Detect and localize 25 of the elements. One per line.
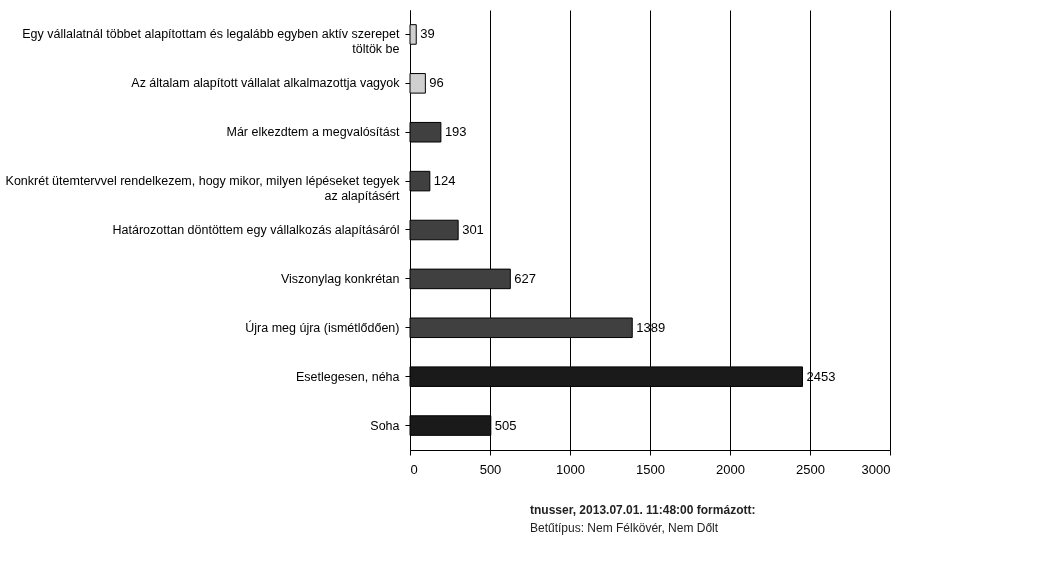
x-tick-label: 1000 xyxy=(556,461,585,477)
y-tick-label: Egy vállalatnál többet alapítottam és legalább egyben aktív szerepet töltök be xyxy=(22,27,401,56)
data-label: 39 xyxy=(420,26,435,42)
y-tick-label: Határozottan döntöttem egy vállalkozás alapításáról xyxy=(112,223,400,237)
y-tick-label: Esetlegesen, néha xyxy=(295,369,400,384)
y-tick-label: Az általam alapított vállalat alkalmazottja vagyok xyxy=(131,76,401,91)
data-label: 96 xyxy=(429,75,444,91)
data-label: 193 xyxy=(444,124,467,140)
text: tnusser, 2013.07.01. 11:48:00 formázott: xyxy=(530,503,756,517)
data-label: 301 xyxy=(462,222,484,237)
text: Betűtípus: Nem Félkövér, Nem Dőlt xyxy=(530,521,719,535)
y-tick-label: Már elkezdtem a megvalósítást xyxy=(226,125,401,140)
y-tick-label: Soha xyxy=(370,418,400,433)
x-tick-label: 2500 xyxy=(796,461,825,477)
data-label: 627 xyxy=(514,270,537,286)
y-tick-label: Újra meg újra (ismétlődően) xyxy=(245,319,400,335)
data-label: 505 xyxy=(494,417,517,433)
y-tick-label: Konkrét ütemtervvel rendelkezem, hogy mikor, milyen lépéseket tegyek az alapításért xyxy=(5,174,401,203)
x-tick-label: 3000 xyxy=(861,461,891,477)
x-tick-label: 1500 xyxy=(636,461,665,477)
x-tick-label: 500 xyxy=(479,461,502,477)
data-label: 124 xyxy=(433,173,456,189)
x-tick-label: 0 xyxy=(410,461,418,477)
y-tick-label: Viszonylag konkrétan xyxy=(280,271,400,286)
x-tick-label: 2000 xyxy=(716,461,745,477)
